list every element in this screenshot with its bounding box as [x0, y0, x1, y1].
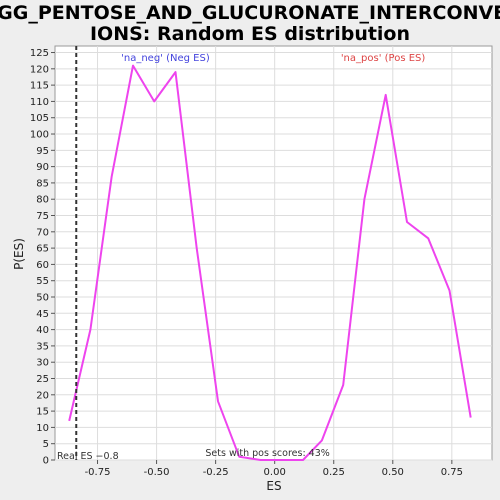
y-tick-label: 10	[36, 423, 49, 434]
y-tick-label: 85	[36, 178, 49, 189]
y-tick-label: 35	[36, 341, 49, 352]
y-axis-label: P(ES)	[12, 238, 26, 270]
axis-layer: 0 5 10 15 20 25 30 35 40 45 50 55 60 65 70 75 80 85 90 95 10…	[30, 48, 463, 478]
series-layer	[68, 64, 472, 461]
pos-es-label: 'na_pos' (Pos ES)	[341, 53, 426, 64]
chart-title-line1: KEGG_PENTOSE_AND_GLUCURONATE_INTERCONVER…	[0, 2, 500, 24]
y-tick-label: 55	[36, 276, 49, 287]
x-tick-label: -0.25	[203, 467, 229, 478]
y-tick-label: 20	[36, 390, 49, 401]
x-axis-label: ES	[266, 479, 281, 493]
x-tick-label: 0.75	[441, 467, 463, 478]
y-tick-label: 40	[36, 325, 49, 336]
x-tick-label: 0.50	[382, 467, 404, 478]
y-tick-label: 0	[43, 456, 49, 467]
annotation-layer: 'na_neg' (Neg ES) 'na_pos' (Pos ES) Real E…	[57, 46, 425, 462]
y-tick-label: 100	[30, 130, 49, 141]
y-tick-label: 90	[36, 162, 49, 173]
y-tick-label: 75	[36, 211, 49, 222]
y-tick-label: 115	[30, 81, 49, 92]
y-tick-label: 30	[36, 358, 49, 369]
real-es-label: Real ES −0.8	[57, 451, 119, 462]
y-tick-label: 5	[43, 439, 49, 450]
y-tick-label: 95	[36, 146, 49, 157]
y-tick-label: 60	[36, 260, 49, 271]
x-tick-label: -0.75	[85, 467, 111, 478]
y-tick-label: 70	[36, 227, 49, 238]
plot-area	[54, 45, 493, 461]
chart-title-line2: IONS: Random ES distribution	[90, 23, 410, 45]
y-tick-label: 125	[30, 48, 49, 59]
x-tick-label: 0.25	[323, 467, 345, 478]
y-tick-label: 15	[36, 407, 49, 418]
x-tick-label: -0.50	[144, 467, 170, 478]
y-tick-label: 50	[36, 293, 49, 304]
y-tick-label: 120	[30, 64, 49, 75]
y-tick-label: 105	[30, 113, 49, 124]
pos-scores-label: Sets with pos scores: 43%	[205, 448, 329, 459]
y-tick-label: 80	[36, 195, 49, 206]
x-tick-label: 0.00	[264, 467, 286, 478]
y-tick-label: 25	[36, 374, 49, 385]
series-line	[68, 64, 472, 461]
y-tick-label: 110	[30, 97, 49, 108]
neg-es-label: 'na_neg' (Neg ES)	[121, 53, 210, 64]
y-tick-label: 45	[36, 309, 49, 320]
y-tick-label: 65	[36, 244, 49, 255]
